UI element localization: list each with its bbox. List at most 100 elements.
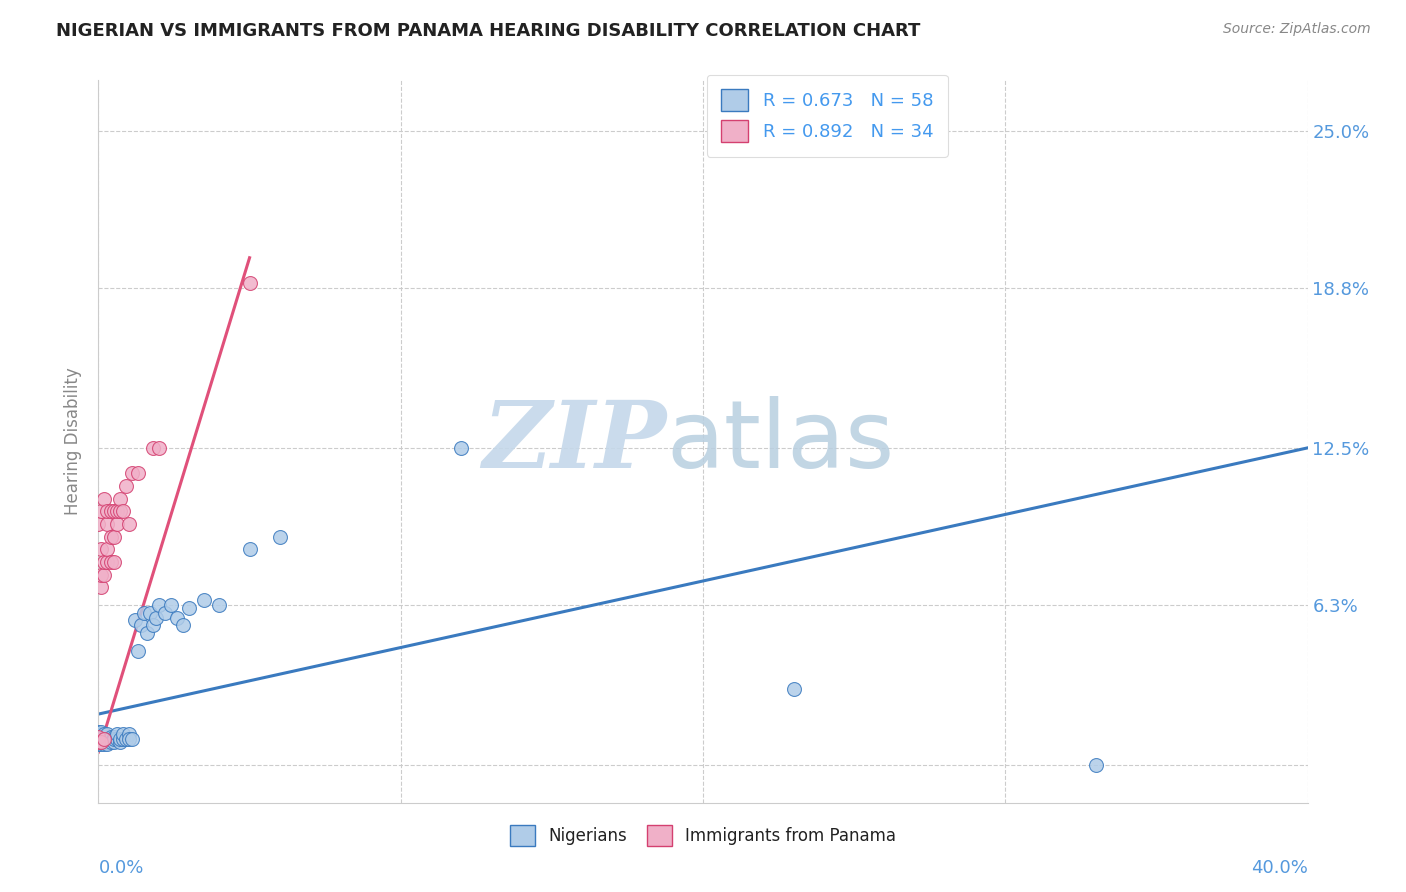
Point — [172, 618, 194, 632]
Point — [87, 724, 110, 739]
Point — [90, 567, 112, 582]
Point — [142, 618, 165, 632]
Point — [208, 598, 231, 612]
Point — [87, 735, 110, 749]
Point — [90, 732, 112, 747]
Y-axis label: Hearing Disability: Hearing Disability — [65, 368, 83, 516]
Point — [96, 727, 118, 741]
Point — [132, 606, 155, 620]
Point — [93, 491, 115, 506]
Point — [103, 735, 125, 749]
Point — [139, 606, 162, 620]
Point — [124, 613, 146, 627]
Point — [108, 735, 131, 749]
Point — [105, 727, 128, 741]
Point — [90, 735, 112, 749]
Point — [93, 555, 115, 569]
Point — [118, 516, 141, 531]
Text: 40.0%: 40.0% — [1251, 859, 1308, 877]
Point — [90, 504, 112, 518]
Point — [127, 467, 149, 481]
Point — [105, 504, 128, 518]
Point — [96, 542, 118, 557]
Text: Source: ZipAtlas.com: Source: ZipAtlas.com — [1223, 22, 1371, 37]
Point — [90, 724, 112, 739]
Point — [148, 441, 170, 455]
Point — [108, 504, 131, 518]
Point — [93, 727, 115, 741]
Point — [96, 738, 118, 752]
Point — [96, 516, 118, 531]
Point — [87, 738, 110, 752]
Point — [193, 593, 215, 607]
Point — [145, 611, 167, 625]
Point — [269, 530, 291, 544]
Point — [166, 611, 188, 625]
Point — [90, 730, 112, 744]
Point — [121, 467, 143, 481]
Point — [142, 441, 165, 455]
Point — [93, 732, 115, 747]
Text: ZIP: ZIP — [482, 397, 666, 486]
Point — [100, 732, 122, 747]
Point — [103, 555, 125, 569]
Point — [90, 542, 112, 557]
Point — [87, 730, 110, 744]
Point — [96, 504, 118, 518]
Point — [179, 600, 201, 615]
Text: 0.0%: 0.0% — [98, 859, 143, 877]
Point — [111, 727, 134, 741]
Text: NIGERIAN VS IMMIGRANTS FROM PANAMA HEARING DISABILITY CORRELATION CHART: NIGERIAN VS IMMIGRANTS FROM PANAMA HEARI… — [56, 22, 921, 40]
Point — [96, 555, 118, 569]
Point — [108, 491, 131, 506]
Point — [127, 643, 149, 657]
Point — [90, 580, 112, 594]
Point — [100, 555, 122, 569]
Point — [96, 735, 118, 749]
Point — [103, 530, 125, 544]
Point — [105, 732, 128, 747]
Point — [1085, 757, 1108, 772]
Legend: Nigerians, Immigrants from Panama: Nigerians, Immigrants from Panama — [503, 819, 903, 852]
Point — [148, 598, 170, 612]
Point — [103, 504, 125, 518]
Point — [96, 732, 118, 747]
Point — [114, 732, 136, 747]
Point — [87, 727, 110, 741]
Point — [153, 606, 176, 620]
Point — [90, 738, 112, 752]
Point — [103, 730, 125, 744]
Point — [93, 735, 115, 749]
Point — [118, 732, 141, 747]
Point — [450, 441, 472, 455]
Point — [114, 479, 136, 493]
Point — [103, 732, 125, 747]
Point — [105, 516, 128, 531]
Point — [100, 730, 122, 744]
Point — [93, 732, 115, 747]
Point — [108, 732, 131, 747]
Point — [90, 727, 112, 741]
Point — [93, 567, 115, 582]
Point — [118, 727, 141, 741]
Point — [111, 732, 134, 747]
Text: atlas: atlas — [666, 395, 896, 488]
Point — [160, 598, 183, 612]
Point — [87, 732, 110, 747]
Point — [111, 504, 134, 518]
Point — [87, 735, 110, 749]
Point — [87, 730, 110, 744]
Point — [93, 738, 115, 752]
Point — [121, 732, 143, 747]
Point — [87, 516, 110, 531]
Point — [100, 504, 122, 518]
Point — [135, 626, 157, 640]
Point — [100, 530, 122, 544]
Point — [239, 542, 262, 557]
Point — [129, 618, 152, 632]
Point — [90, 735, 112, 749]
Point — [100, 735, 122, 749]
Point — [783, 681, 806, 696]
Point — [93, 730, 115, 744]
Point — [239, 276, 262, 290]
